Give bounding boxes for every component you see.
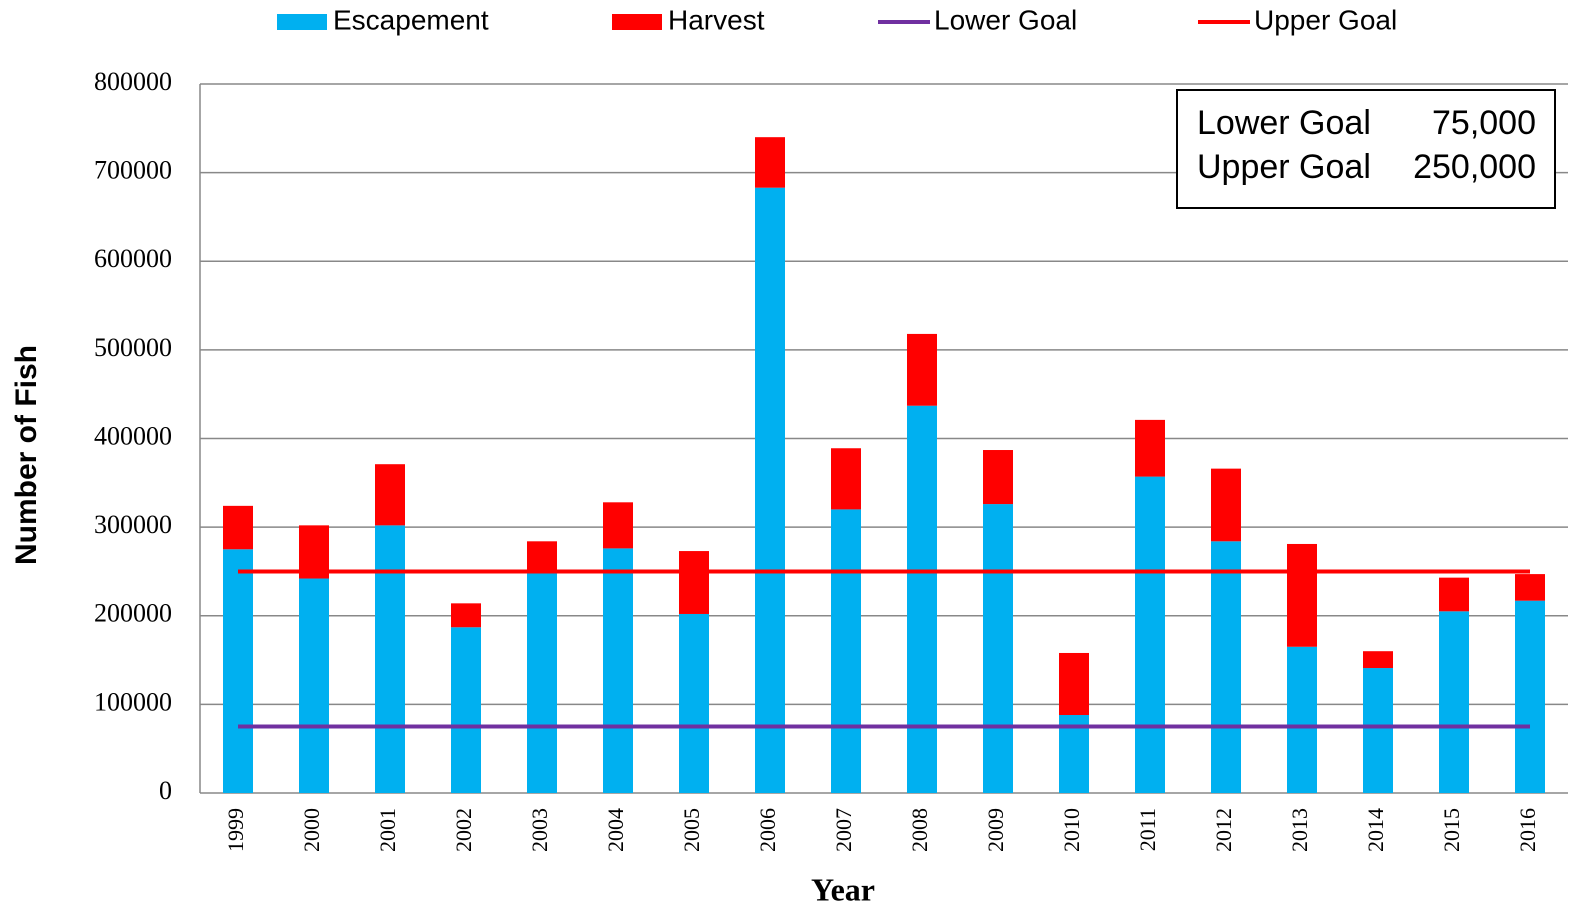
x-tick-label: 2005 — [679, 808, 704, 852]
bar-segment — [1439, 611, 1469, 793]
bar-segment — [223, 505, 253, 550]
bar-segment — [527, 541, 557, 573]
bar-segment — [1439, 577, 1469, 612]
bar-segment — [1135, 476, 1165, 793]
y-tick-label: 700000 — [94, 156, 172, 185]
bar-segment — [603, 502, 633, 549]
bar-segment — [527, 572, 557, 793]
legend-label: Escapement — [333, 4, 489, 35]
x-tick-label: 2012 — [1211, 808, 1236, 852]
bar-segment — [1515, 574, 1545, 601]
y-axis-title: Number of Fish — [10, 345, 43, 565]
bar-segment — [223, 549, 253, 793]
x-axis-title: Year — [811, 871, 875, 907]
x-tick-label: 2000 — [299, 808, 324, 852]
x-tick-label: 2009 — [983, 808, 1008, 852]
y-tick-label: 300000 — [94, 510, 172, 539]
goal-box-value: 75,000 — [1432, 104, 1536, 142]
y-tick-label: 100000 — [94, 687, 172, 716]
x-tick-label: 2004 — [603, 808, 628, 852]
bar-segment — [755, 137, 785, 188]
bar-segment — [451, 627, 481, 793]
bar-segment — [299, 578, 329, 793]
bar-segment — [679, 551, 709, 614]
y-tick-label: 400000 — [94, 421, 172, 450]
x-tick-label: 2013 — [1287, 808, 1312, 852]
x-tick-label: 2007 — [831, 808, 856, 852]
bar-segment — [679, 613, 709, 793]
legend-label: Upper Goal — [1254, 4, 1397, 35]
legend-label: Harvest — [668, 4, 765, 35]
x-tick-label: 2006 — [755, 808, 780, 852]
bar-segment — [1363, 651, 1393, 669]
x-tick-label: 2008 — [907, 808, 932, 852]
x-tick-label: 2015 — [1439, 808, 1464, 852]
bar-segment — [375, 525, 405, 793]
bar-segment — [603, 548, 633, 793]
y-tick-label: 200000 — [94, 599, 172, 628]
goal-box-name: Lower Goal — [1197, 104, 1371, 142]
y-tick-label: 0 — [159, 776, 172, 805]
bar-segment — [1287, 543, 1317, 647]
x-tick-label: 2010 — [1059, 808, 1084, 852]
bar-segment — [1211, 541, 1241, 793]
bar-segment — [1515, 600, 1545, 793]
bar-segment — [755, 187, 785, 793]
bar-segment — [1363, 668, 1393, 793]
legend-swatch — [277, 14, 327, 30]
goal-box-value: 250,000 — [1413, 148, 1536, 186]
bar-segment — [907, 333, 937, 406]
legend-label: Lower Goal — [934, 4, 1077, 35]
y-tick-label: 800000 — [94, 67, 172, 96]
x-tick-label: 2002 — [451, 808, 476, 852]
bar-segment — [1059, 652, 1089, 716]
bar-segment — [451, 603, 481, 628]
x-tick-label: 1999 — [223, 808, 248, 852]
bar-segment — [1135, 419, 1165, 477]
bar-segment — [375, 464, 405, 526]
bar-segment — [983, 504, 1013, 793]
bar-segment — [983, 450, 1013, 505]
x-tick-label: 2016 — [1515, 808, 1540, 852]
goal-box-name: Upper Goal — [1197, 148, 1371, 186]
bar-segment — [831, 448, 861, 510]
bar-segment — [907, 405, 937, 793]
x-tick-label: 2014 — [1363, 808, 1388, 852]
goal-box — [1176, 89, 1556, 209]
bar-segment — [831, 509, 861, 793]
x-tick-label: 2003 — [527, 808, 552, 852]
y-tick-label: 600000 — [94, 244, 172, 273]
y-tick-label: 500000 — [94, 333, 172, 362]
x-tick-label: 2001 — [375, 808, 400, 852]
x-tick-label: 2011 — [1135, 808, 1160, 851]
bar-segment — [1211, 468, 1241, 542]
bar-segment — [1287, 646, 1317, 793]
legend-swatch — [612, 14, 662, 30]
